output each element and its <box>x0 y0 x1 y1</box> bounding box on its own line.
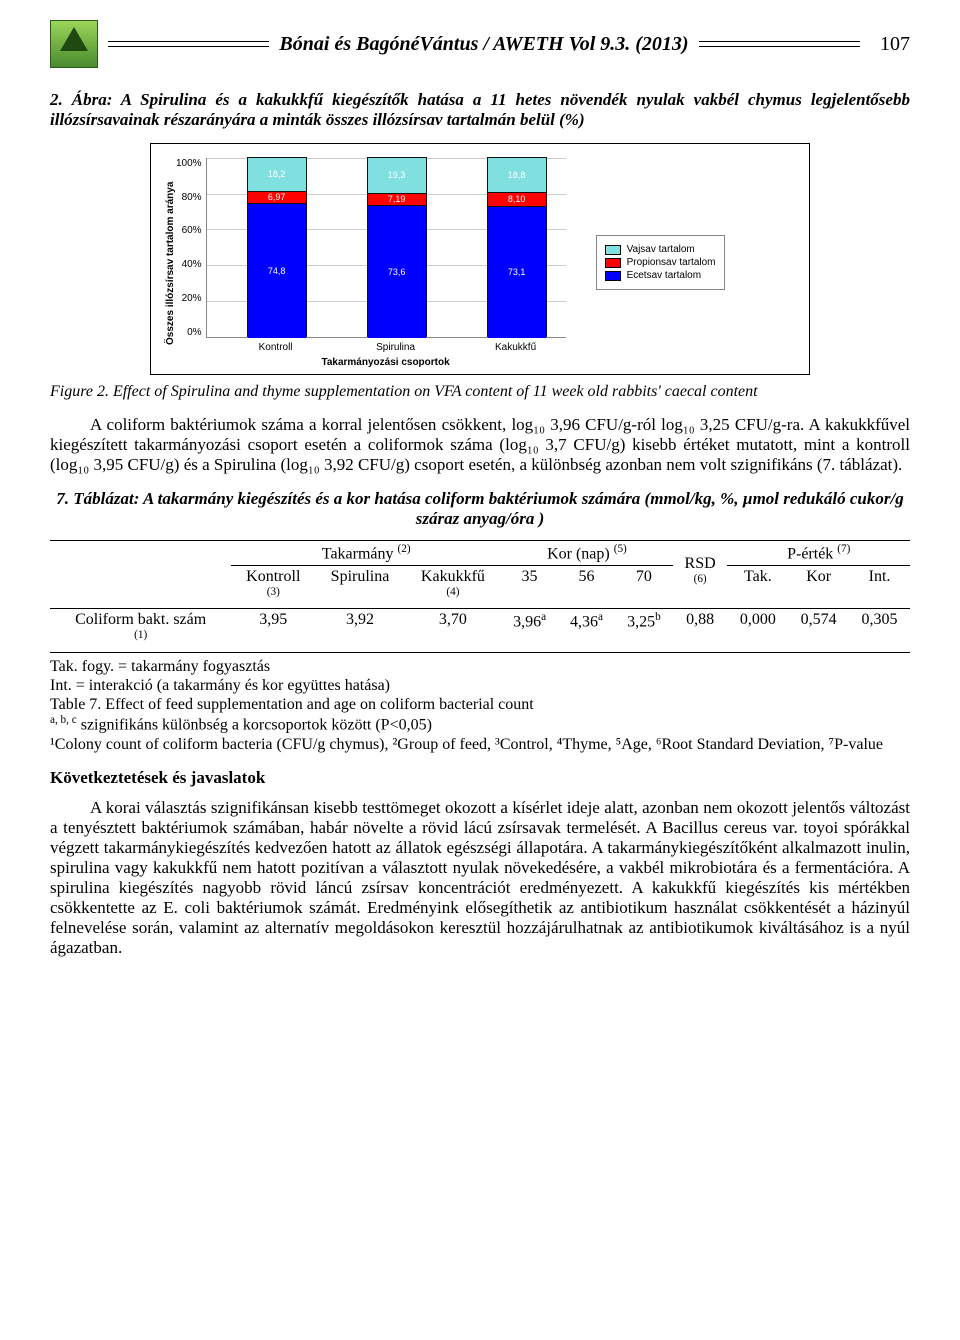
cell-70: 3,25b <box>615 609 673 652</box>
cell-56: 4,36a <box>558 609 615 652</box>
th-korh: Kor <box>788 566 849 609</box>
chart-xlabels: Kontroll Spirulina Kakukkfű <box>206 342 566 353</box>
bar-segment: 18,8 <box>488 158 546 192</box>
th-35: 35 <box>501 566 558 609</box>
legend-box-vajsav <box>605 245 621 255</box>
page-number: 107 <box>880 33 910 56</box>
bar-segment: 8,10 <box>488 192 546 207</box>
figure2-caption: Figure 2. Effect of Spirulina and thyme … <box>50 383 910 401</box>
cell-rsd: 0,88 <box>673 609 728 652</box>
th-kontroll-sup: (3) <box>267 586 280 598</box>
th-takarmany-sup: (2) <box>398 543 411 555</box>
paragraph-conclusions: A korai választás szignifikánsan kisebb … <box>50 798 910 958</box>
journal-logo-icon <box>50 20 98 68</box>
cell-tak: 0,000 <box>727 609 788 652</box>
xlabel-spirulina: Spirulina <box>366 342 426 353</box>
legend-box-ecetsav <box>605 271 621 281</box>
figure2-title-text: : A Spirulina és a kakukkfű kiegészítők … <box>50 90 910 129</box>
th-rsd-sup: (6) <box>694 573 707 585</box>
cell-spirulina: 3,92 <box>315 609 405 652</box>
ytick-40: 40% <box>182 259 202 270</box>
cell-kakukk: 3,70 <box>405 609 501 652</box>
ytick-100: 100% <box>176 158 202 169</box>
note-int: Int. = interakció (a takarmány és kor eg… <box>50 676 910 695</box>
chart-legend: Vajsav tartalom Propionsav tartalom Ecet… <box>596 235 725 290</box>
bar-segment: 19,3 <box>368 158 426 193</box>
note-table7-en: Table 7. Effect of feed supplementation … <box>50 695 910 714</box>
legend-label-vajsav: Vajsav tartalom <box>627 244 695 255</box>
ytick-20: 20% <box>182 293 202 304</box>
bar-segment: 73,6 <box>368 205 426 337</box>
th-kor: Kor (nap) <box>547 545 610 562</box>
xlabel-kontroll: Kontroll <box>246 342 306 353</box>
bar-segment: 73,1 <box>488 206 546 338</box>
cell-int: 0,305 <box>849 609 910 652</box>
page-header: Bónai és BagónéVántus / AWETH Vol 9.3. (… <box>50 20 910 68</box>
table7: Takarmány (2) Kor (nap) (5) RSD(6) P-ért… <box>50 540 910 653</box>
chart-ylabel: Összes illózsírsav tartalom aránya <box>165 158 176 368</box>
th-kor-sup: (5) <box>614 543 627 555</box>
journal-title: Bónai és BagónéVántus / AWETH Vol 9.3. (… <box>279 33 688 56</box>
th-pertek: P-érték <box>787 545 833 562</box>
figure2-label: 2. Ábra <box>50 90 107 109</box>
th-kontroll: Kontroll <box>246 568 300 585</box>
ytick-80: 80% <box>182 192 202 203</box>
th-kakukk-sup: (4) <box>446 586 459 598</box>
note-signif: a, b, c szignifikáns különbség a korcsop… <box>50 714 910 735</box>
cell-kontroll: 3,95 <box>231 609 315 652</box>
th-kakukk: Kakukkfű <box>421 568 485 585</box>
bar-segment: 7,19 <box>368 193 426 206</box>
note-colony: ¹Colony count of coliform bacteria (CFU/… <box>50 735 910 754</box>
th-int: Int. <box>849 566 910 609</box>
xlabel-kakukkfu: Kakukkfű <box>486 342 546 353</box>
bar-kontroll: 18,26,9774,8 <box>247 157 307 337</box>
legend-label-propionsav: Propionsav tartalom <box>627 257 716 268</box>
header-rule-left <box>108 41 269 47</box>
cell-35: 3,96a <box>501 609 558 652</box>
chart-plot-area: 18,26,9774,8 19,37,1973,6 18,88,1073,1 <box>206 158 566 338</box>
table7-title: 7. Táblázat: A takarmány kiegészítés és … <box>50 489 910 530</box>
th-rsd: RSD <box>685 555 716 572</box>
figure2-chart: Összes illózsírsav tartalom aránya 100% … <box>150 143 810 375</box>
th-takarmany: Takarmány <box>322 545 394 562</box>
bar-segment: 6,97 <box>248 191 306 204</box>
paragraph-coliform: A coliform baktériumok száma a korral je… <box>50 415 910 475</box>
th-tak: Tak. <box>727 566 788 609</box>
legend-ecetsav: Ecetsav tartalom <box>605 270 716 281</box>
bar-kakukkfű: 18,88,1073,1 <box>487 157 547 337</box>
legend-label-ecetsav: Ecetsav tartalom <box>627 270 701 281</box>
legend-propionsav: Propionsav tartalom <box>605 257 716 268</box>
chart-yticks: 100% 80% 60% 40% 20% 0% <box>176 158 206 338</box>
th-70: 70 <box>615 566 673 609</box>
note-tak-fogy: Tak. fogy. = takarmány fogyasztás <box>50 657 910 676</box>
ytick-60: 60% <box>182 225 202 236</box>
section-conclusions-heading: Következtetések és javaslatok <box>50 768 910 788</box>
bar-spirulina: 19,37,1973,6 <box>367 157 427 337</box>
figure2-title: 2. Ábra: A Spirulina és a kakukkfű kiegé… <box>50 90 910 131</box>
legend-box-propionsav <box>605 258 621 268</box>
th-spirulina: Spirulina <box>315 566 405 609</box>
bar-segment: 18,2 <box>248 158 306 191</box>
ytick-0: 0% <box>187 327 201 338</box>
row-label: Coliform bakt. szám(1) <box>50 609 231 652</box>
legend-vajsav: Vajsav tartalom <box>605 244 716 255</box>
header-rule-right <box>699 41 860 47</box>
bar-segment: 74,8 <box>248 203 306 338</box>
cell-kor: 0,574 <box>788 609 849 652</box>
chart-xlabel: Takarmányozási csoportok <box>206 357 566 368</box>
table7-notes: Tak. fogy. = takarmány fogyasztás Int. =… <box>50 657 910 754</box>
th-pertek-sup: (7) <box>837 543 850 555</box>
th-56: 56 <box>558 566 615 609</box>
